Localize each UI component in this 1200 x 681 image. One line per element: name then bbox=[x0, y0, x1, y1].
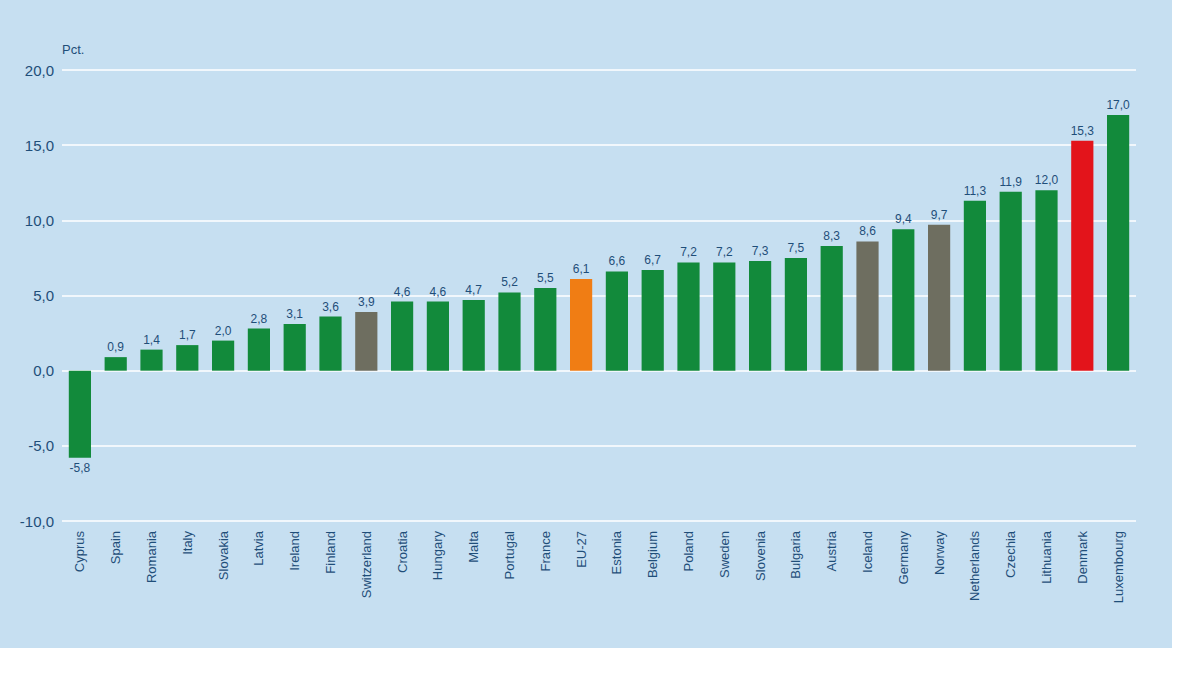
svg-text:7,5: 7,5 bbox=[788, 241, 805, 255]
svg-text:Austria: Austria bbox=[824, 530, 839, 571]
svg-text:6,7: 6,7 bbox=[644, 253, 661, 267]
svg-text:8,6: 8,6 bbox=[859, 224, 876, 238]
svg-text:1,4: 1,4 bbox=[143, 333, 160, 347]
svg-text:Lithuania: Lithuania bbox=[1039, 530, 1054, 584]
svg-text:9,4: 9,4 bbox=[895, 212, 912, 226]
svg-text:Slovenia: Slovenia bbox=[753, 530, 768, 581]
svg-text:6,6: 6,6 bbox=[609, 254, 626, 268]
svg-text:Estonia: Estonia bbox=[609, 530, 624, 574]
svg-text:7,2: 7,2 bbox=[716, 245, 733, 259]
svg-text:Ireland: Ireland bbox=[287, 531, 302, 571]
svg-text:Denmark: Denmark bbox=[1075, 531, 1090, 584]
svg-text:Italy: Italy bbox=[180, 531, 195, 555]
svg-text:15,3: 15,3 bbox=[1071, 124, 1095, 138]
svg-text:Sweden: Sweden bbox=[717, 531, 732, 578]
svg-text:7,2: 7,2 bbox=[680, 245, 697, 259]
svg-text:Germany: Germany bbox=[896, 531, 911, 585]
svg-text:Bulgaria: Bulgaria bbox=[788, 530, 803, 578]
svg-text:Cyprus: Cyprus bbox=[72, 531, 87, 573]
svg-text:1,7: 1,7 bbox=[179, 328, 196, 342]
svg-text:0,0: 0,0 bbox=[33, 362, 54, 379]
svg-text:7,3: 7,3 bbox=[752, 244, 769, 258]
svg-text:5,5: 5,5 bbox=[537, 271, 554, 285]
svg-text:Latvia: Latvia bbox=[251, 530, 266, 565]
svg-text:Luxembourg: Luxembourg bbox=[1111, 531, 1126, 603]
svg-text:Czechia: Czechia bbox=[1003, 530, 1018, 578]
svg-text:Poland: Poland bbox=[681, 531, 696, 571]
svg-text:10,0: 10,0 bbox=[25, 212, 54, 229]
svg-text:-5,8: -5,8 bbox=[70, 461, 91, 475]
svg-text:France: France bbox=[538, 531, 553, 571]
svg-text:4,6: 4,6 bbox=[430, 285, 447, 299]
svg-text:Hungary: Hungary bbox=[430, 531, 445, 581]
svg-text:6,1: 6,1 bbox=[573, 262, 590, 276]
svg-text:EU-27: EU-27 bbox=[574, 531, 589, 568]
svg-text:Croatia: Croatia bbox=[395, 530, 410, 573]
svg-text:Portugal: Portugal bbox=[502, 531, 517, 580]
svg-text:4,6: 4,6 bbox=[394, 285, 411, 299]
svg-text:0,9: 0,9 bbox=[107, 340, 124, 354]
svg-text:Spain: Spain bbox=[108, 531, 123, 564]
svg-text:5,2: 5,2 bbox=[501, 275, 518, 289]
svg-text:Belgium: Belgium bbox=[645, 531, 660, 578]
svg-text:3,9: 3,9 bbox=[358, 295, 375, 309]
svg-text:12,0: 12,0 bbox=[1035, 173, 1059, 187]
svg-text:9,7: 9,7 bbox=[931, 208, 948, 222]
svg-text:2,0: 2,0 bbox=[215, 324, 232, 338]
svg-text:-10,0: -10,0 bbox=[20, 513, 54, 530]
svg-text:Romania: Romania bbox=[144, 530, 159, 583]
svg-text:Malta: Malta bbox=[466, 530, 481, 563]
svg-text:Switzerland: Switzerland bbox=[359, 531, 374, 598]
svg-text:11,9: 11,9 bbox=[999, 175, 1022, 189]
svg-text:Netherlands: Netherlands bbox=[967, 531, 982, 602]
svg-text:15,0: 15,0 bbox=[25, 137, 54, 154]
svg-text:Iceland: Iceland bbox=[860, 531, 875, 573]
svg-text:20,0: 20,0 bbox=[25, 62, 54, 79]
svg-text:-5,0: -5,0 bbox=[28, 437, 54, 454]
svg-text:3,6: 3,6 bbox=[322, 300, 339, 314]
svg-text:17,0: 17,0 bbox=[1106, 98, 1130, 112]
svg-text:8,3: 8,3 bbox=[823, 229, 840, 243]
svg-text:2,8: 2,8 bbox=[251, 312, 268, 326]
svg-text:5,0: 5,0 bbox=[33, 287, 54, 304]
svg-text:Finland: Finland bbox=[323, 531, 338, 574]
svg-text:4,7: 4,7 bbox=[465, 283, 482, 297]
svg-text:Norway: Norway bbox=[932, 531, 947, 576]
svg-text:Slovakia: Slovakia bbox=[216, 530, 231, 580]
svg-text:3,1: 3,1 bbox=[286, 307, 303, 321]
svg-text:11,3: 11,3 bbox=[964, 184, 987, 198]
svg-text:Pct.: Pct. bbox=[62, 42, 84, 57]
